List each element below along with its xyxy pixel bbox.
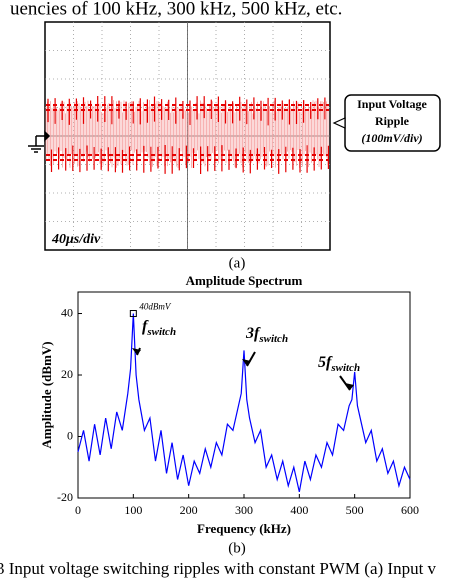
peak-marker bbox=[129, 310, 137, 318]
annotation-main: 3f bbox=[245, 325, 261, 342]
annotation-main: 5f bbox=[318, 354, 333, 371]
ground-symbol bbox=[28, 130, 51, 153]
arrow-head bbox=[345, 383, 354, 390]
y-tick-label: 40 bbox=[61, 305, 73, 319]
x-tick-label: 200 bbox=[180, 503, 198, 517]
annotation: 5fswitch bbox=[318, 354, 360, 374]
callout-text: Input Voltage bbox=[357, 97, 427, 111]
callout-text: (100mV/div) bbox=[361, 131, 422, 145]
x-tick-label: 100 bbox=[124, 503, 142, 517]
y-tick-label: -20 bbox=[57, 490, 73, 504]
annotation: 3fswitch bbox=[245, 325, 288, 345]
x-tick-label: 400 bbox=[290, 503, 308, 517]
callout-text: Ripple bbox=[375, 114, 410, 128]
waveform bbox=[46, 104, 329, 161]
x-axis-title: Frequency (kHz) bbox=[197, 521, 291, 536]
chart-title: Amplitude Spectrum bbox=[186, 273, 303, 288]
arrow-head bbox=[242, 359, 251, 366]
time-scale: 40μs/div bbox=[51, 232, 101, 247]
peak-label: 40dBmV bbox=[139, 302, 171, 312]
annotation-sub: switch bbox=[146, 326, 176, 338]
body-text: uencies of 100 kHz, 300 kHz, 500 kHz, et… bbox=[10, 0, 342, 19]
annotation-main: f bbox=[142, 318, 149, 335]
annotation: fswitch bbox=[142, 318, 176, 338]
y-tick-label: 20 bbox=[61, 367, 73, 381]
oscilloscope bbox=[44, 21, 331, 251]
x-tick-label: 600 bbox=[401, 503, 419, 517]
arrow-head bbox=[132, 348, 141, 355]
y-axis-title: Amplitude (dBmV) bbox=[39, 341, 54, 448]
x-tick-label: 0 bbox=[75, 503, 81, 517]
spectrum-line bbox=[77, 313, 411, 492]
annotation-sub: switch bbox=[330, 362, 360, 374]
x-tick-label: 300 bbox=[235, 503, 253, 517]
caption: 3 Input voltage switching ripples with c… bbox=[0, 559, 437, 578]
subfigure-label: (b) bbox=[228, 540, 246, 556]
x-tick-label: 500 bbox=[346, 503, 364, 517]
y-tick-label: 0 bbox=[67, 428, 73, 442]
annotation-sub: switch bbox=[258, 333, 288, 345]
subfigure-label: (a) bbox=[229, 255, 246, 271]
callout-pointer bbox=[332, 117, 346, 129]
